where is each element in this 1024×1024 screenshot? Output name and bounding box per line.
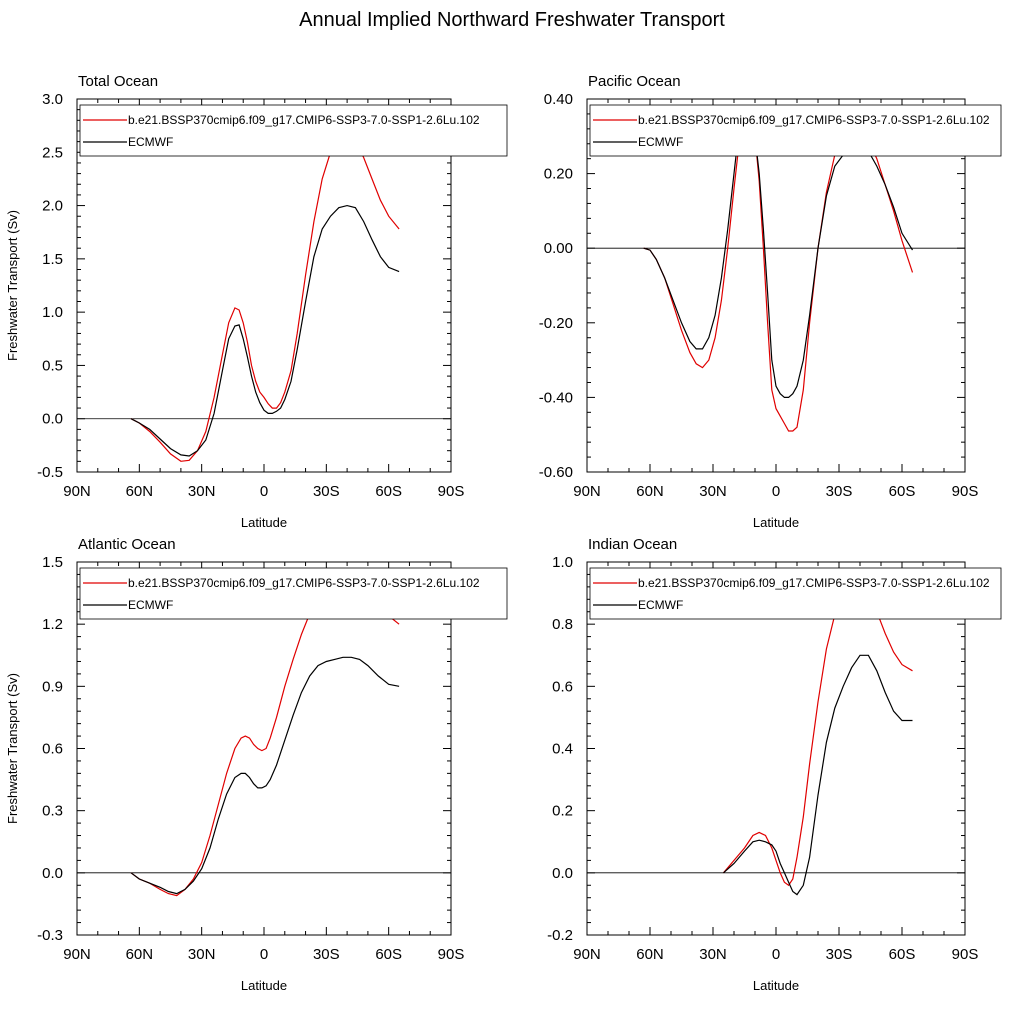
series-line-ecmwf <box>130 656 400 895</box>
panel-title: Total Ocean <box>78 73 158 90</box>
panel-title: Indian Ocean <box>588 536 677 553</box>
x-tick-label: 60N <box>636 483 664 500</box>
x-axis-label: Latitude <box>241 978 287 993</box>
y-tick-label: 1.0 <box>552 554 573 571</box>
y-tick-label: 0.5 <box>42 357 63 374</box>
panel-0: 90N 60N 30N 0 30S 60S 90S -0.5 0.0 0.5 1.0 1.5 2.0 2.… <box>5 73 508 530</box>
legend: b.e21.BSSP370cmip6.f09_g17.CMIP6-SSP3-7.… <box>589 104 1002 157</box>
x-tick-label: 60S <box>375 483 402 500</box>
x-tick-label: 30S <box>826 483 853 500</box>
x-tick-label: 90N <box>63 483 91 500</box>
x-tick-label: 90N <box>63 946 91 963</box>
y-axis-label: Freshwater Transport (Sv) <box>5 673 20 824</box>
y-tick-label: -0.5 <box>37 464 63 481</box>
x-tick-label: 60N <box>126 946 154 963</box>
y-tick-label: -0.40 <box>539 389 573 406</box>
x-tick-label: 30S <box>313 483 340 500</box>
x-tick-label: 30N <box>699 483 727 500</box>
y-tick-label: 0.00 <box>544 240 573 257</box>
legend-box <box>589 567 1002 620</box>
y-tick-label: 0.3 <box>42 803 63 820</box>
legend: b.e21.BSSP370cmip6.f09_g17.CMIP6-SSP3-7.… <box>589 567 1002 620</box>
panel-3: 90N 60N 30N 0 30S 60S 90S -0.2 0.0 0.2 0.4 0.6 0.8 1.… <box>547 536 1002 993</box>
y-tick-label: 0.2 <box>552 803 573 820</box>
y-tick-label: 0.4 <box>552 741 573 758</box>
legend-label: ECMWF <box>638 135 683 149</box>
x-axis-label: Latitude <box>753 515 799 530</box>
y-tick-label: 0.40 <box>544 91 573 108</box>
x-tick-label: 90N <box>573 483 601 500</box>
y-tick-label: 0.6 <box>552 678 573 695</box>
panel-title: Atlantic Ocean <box>78 536 176 553</box>
legend: b.e21.BSSP370cmip6.f09_g17.CMIP6-SSP3-7.… <box>79 104 508 157</box>
x-tick-label: 30S <box>826 946 853 963</box>
y-tick-label: 0.0 <box>42 411 63 428</box>
panel-title: Pacific Ocean <box>588 73 681 90</box>
figure-title: Annual Implied Northward Freshwater Tran… <box>299 9 725 31</box>
x-tick-label: 60S <box>889 483 916 500</box>
legend-label: b.e21.BSSP370cmip6.f09_g17.CMIP6-SSP3-7.… <box>638 113 990 127</box>
x-tick-label: 30N <box>188 946 216 963</box>
legend-label: ECMWF <box>128 598 173 612</box>
y-axis-label: Freshwater Transport (Sv) <box>5 210 20 361</box>
x-tick-label: 0 <box>260 946 268 963</box>
x-tick-label: 90N <box>573 946 601 963</box>
x-tick-label: 90S <box>952 483 979 500</box>
legend-box <box>589 104 1002 157</box>
x-tick-label: 30S <box>313 946 340 963</box>
y-tick-label: 1.0 <box>42 304 63 321</box>
panel-1: 90N 60N 30N 0 30S 60S 90S -0.60 -0.40 -0.20 0.00 0.… <box>539 73 1002 530</box>
y-tick-label: 0.6 <box>42 741 63 758</box>
y-tick-label: 0.0 <box>42 865 63 882</box>
series-line-ecmwf <box>723 654 913 896</box>
y-tick-label: 0.0 <box>552 865 573 882</box>
legend-label: b.e21.BSSP370cmip6.f09_g17.CMIP6-SSP3-7.… <box>128 576 480 590</box>
x-axis-label: Latitude <box>241 515 287 530</box>
x-tick-label: 0 <box>772 483 780 500</box>
legend-box <box>79 567 508 620</box>
y-tick-label: 2.0 <box>42 198 63 215</box>
y-tick-label: 1.2 <box>42 616 63 633</box>
x-tick-label: 30N <box>699 946 727 963</box>
legend-label: b.e21.BSSP370cmip6.f09_g17.CMIP6-SSP3-7.… <box>638 576 990 590</box>
x-tick-label: 30N <box>188 483 216 500</box>
x-tick-label: 60S <box>375 946 402 963</box>
y-tick-label: 1.5 <box>42 554 63 571</box>
legend-label: ECMWF <box>128 135 173 149</box>
x-tick-label: 90S <box>952 946 979 963</box>
y-tick-label: 1.5 <box>42 251 63 268</box>
y-tick-label: 3.0 <box>42 91 63 108</box>
x-axis-label: Latitude <box>753 978 799 993</box>
legend-box <box>79 104 508 157</box>
legend-label: ECMWF <box>638 598 683 612</box>
y-tick-label: 0.8 <box>552 616 573 633</box>
series-line-ecmwf <box>130 204 400 457</box>
legend: b.e21.BSSP370cmip6.f09_g17.CMIP6-SSP3-7.… <box>79 567 508 620</box>
x-tick-label: 60N <box>636 946 664 963</box>
x-tick-label: 60N <box>126 483 154 500</box>
y-tick-label: -0.2 <box>547 927 573 944</box>
x-tick-label: 90S <box>438 483 465 500</box>
x-tick-label: 0 <box>260 483 268 500</box>
x-tick-label: 90S <box>438 946 465 963</box>
y-tick-label: -0.20 <box>539 315 573 332</box>
panel-2: 90N 60N 30N 0 30S 60S 90S -0.3 0.0 0.3 0.6 0.9 1.2 1.… <box>5 536 508 993</box>
x-tick-label: 0 <box>772 946 780 963</box>
y-tick-label: -0.3 <box>37 927 63 944</box>
y-tick-label: -0.60 <box>539 464 573 481</box>
x-tick-label: 60S <box>889 946 916 963</box>
y-tick-label: 0.20 <box>544 166 573 183</box>
legend-label: b.e21.BSSP370cmip6.f09_g17.CMIP6-SSP3-7.… <box>128 113 480 127</box>
panels: 90N 60N 30N 0 30S 60S 90S -0.5 0.0 0.5 1.0 1.5 2.0 2.… <box>5 73 1002 993</box>
y-tick-label: 2.5 <box>42 144 63 161</box>
y-tick-label: 0.9 <box>42 678 63 695</box>
